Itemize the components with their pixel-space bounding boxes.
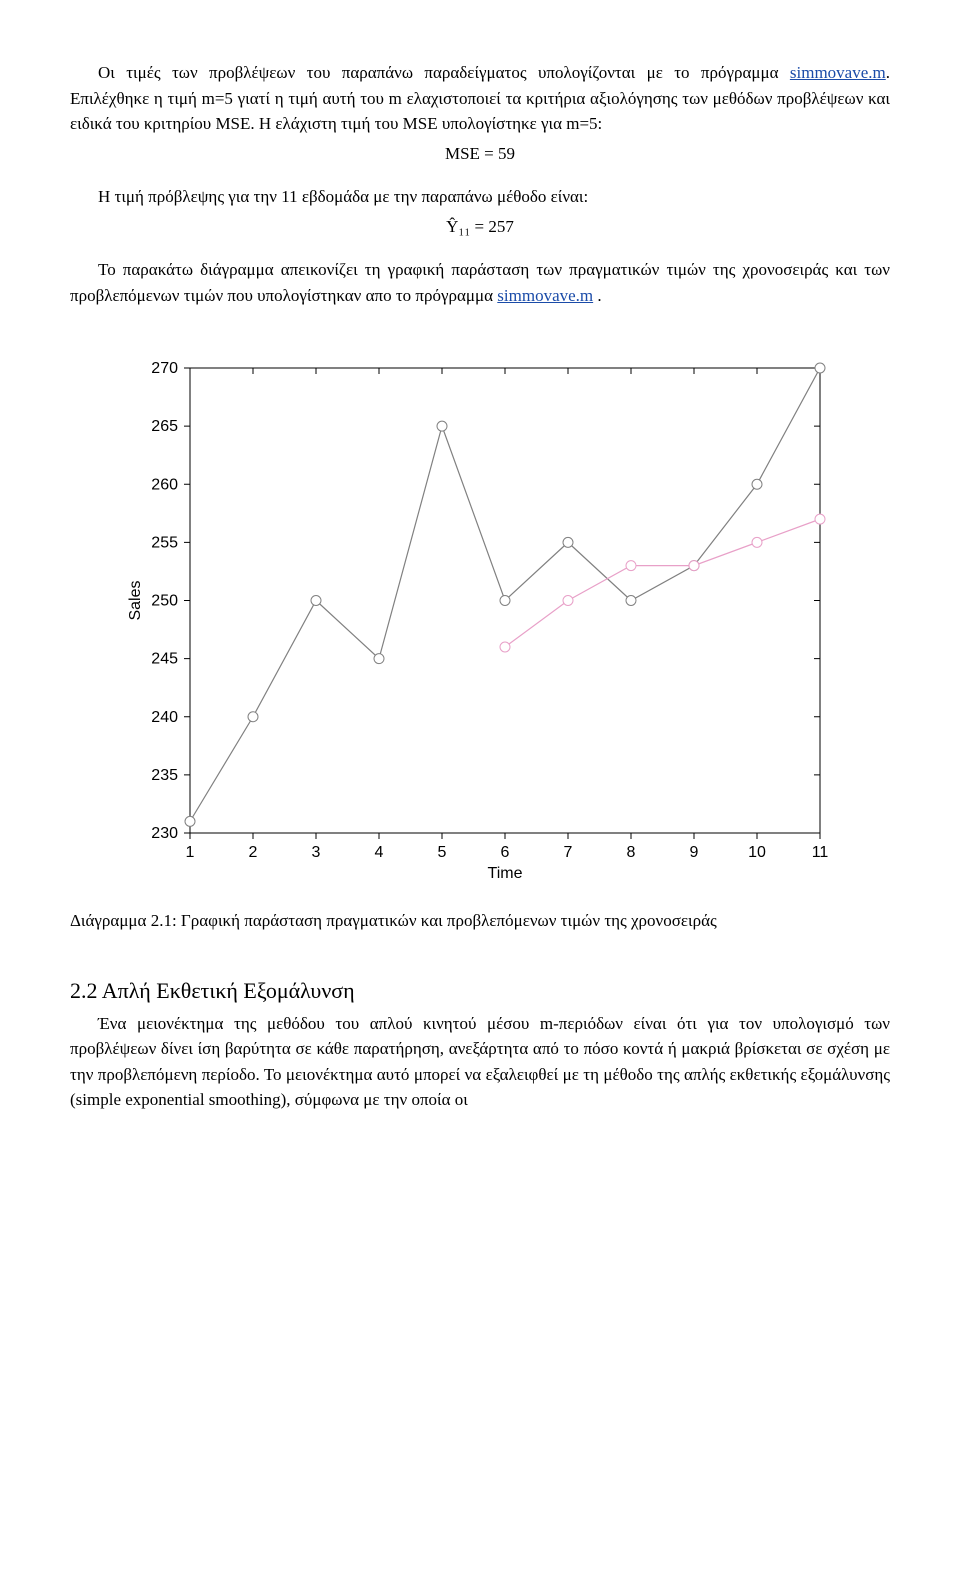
svg-text:Time: Time: [488, 865, 523, 882]
svg-text:255: 255: [151, 534, 178, 551]
svg-text:2: 2: [249, 844, 258, 861]
section-paragraph: Ένα μειονέκτημα της μεθόδου του απλού κι…: [70, 1011, 890, 1113]
svg-text:Sales: Sales: [127, 580, 144, 620]
svg-text:230: 230: [151, 825, 178, 842]
section-title: 2.2 Απλή Εκθετική Εξομάλυνση: [70, 974, 890, 1007]
svg-text:270: 270: [151, 360, 178, 377]
svg-text:4: 4: [375, 844, 384, 861]
chart-caption: Διάγραμμα 2.1: Γραφική παράσταση πραγματ…: [70, 908, 890, 934]
chart-container: 1 2 3 4 5 6 7 8 9 10 11 230 235 240 245 250 255 260 265 270…: [120, 348, 840, 888]
svg-text:6: 6: [501, 844, 510, 861]
link-simmovave-2: simmovave.m: [497, 286, 593, 305]
svg-text:1: 1: [186, 844, 195, 861]
svg-text:265: 265: [151, 418, 178, 435]
svg-text:10: 10: [748, 844, 766, 861]
svg-text:8: 8: [627, 844, 636, 861]
svg-text:250: 250: [151, 593, 178, 610]
svg-text:245: 245: [151, 651, 178, 668]
formula-y11: Ŷ₁₁ = 257: [70, 214, 890, 240]
paragraph-1: Οι τιμές των προβλέψεων του παραπάνω παρ…: [70, 60, 890, 137]
svg-text:260: 260: [151, 476, 178, 493]
sales-chart: 1 2 3 4 5 6 7 8 9 10 11 230 235 240 245 250 255 260 265 270…: [120, 348, 840, 888]
formula-mse: MSE = 59: [70, 141, 890, 167]
svg-text:9: 9: [690, 844, 699, 861]
link-simmovave-1[interactable]: simmovave.m: [790, 63, 886, 82]
svg-text:5: 5: [438, 844, 447, 861]
para3-text-a: Το παρακάτω διάγραμμα απεικονίζει τη γρα…: [70, 260, 890, 305]
paragraph-3: Το παρακάτω διάγραμμα απεικονίζει τη γρα…: [70, 257, 890, 308]
svg-text:7: 7: [564, 844, 573, 861]
para1-text-a: Οι τιμές των προβλέψεων του παραπάνω παρ…: [98, 63, 790, 82]
svg-text:240: 240: [151, 709, 178, 726]
paragraph-2: Η τιμή πρόβλεψης για την 11 εβδομάδα με …: [70, 184, 890, 210]
svg-text:11: 11: [812, 844, 829, 861]
svg-text:235: 235: [151, 767, 178, 784]
para3-text-b: .: [593, 286, 602, 305]
svg-text:3: 3: [312, 844, 321, 861]
